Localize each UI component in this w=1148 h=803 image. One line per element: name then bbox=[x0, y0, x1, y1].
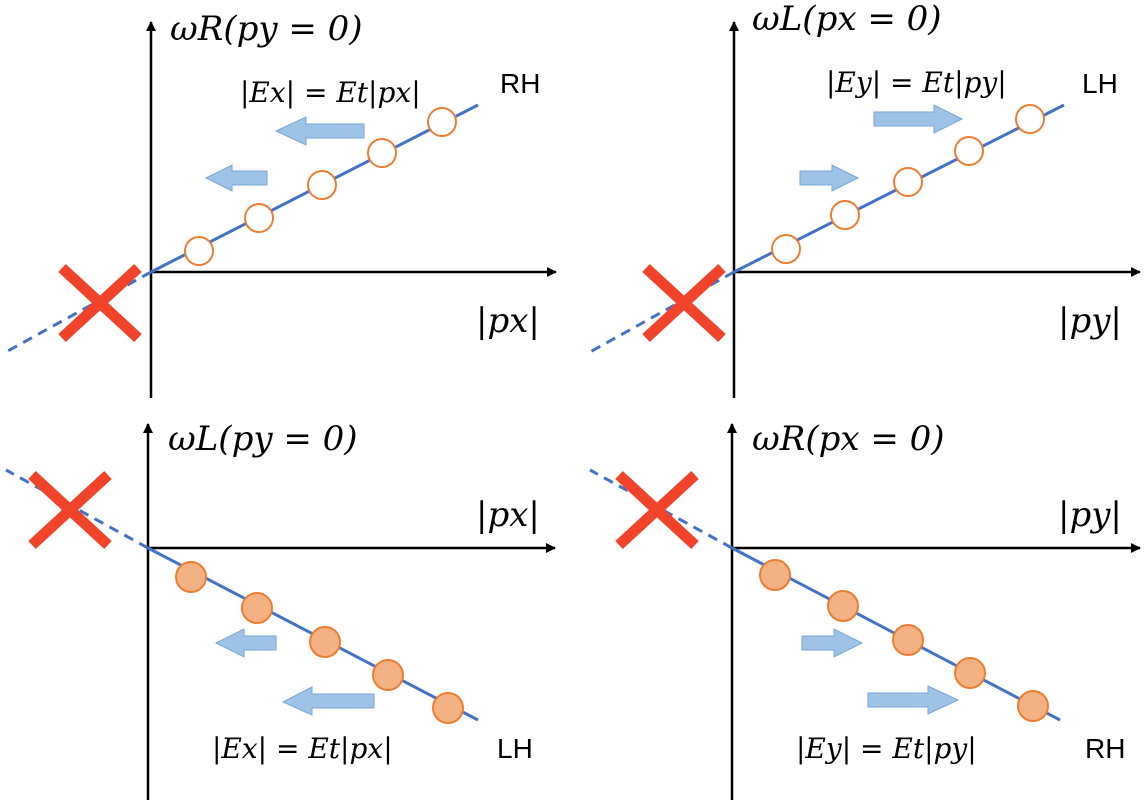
force-arrow-right bbox=[867, 685, 960, 715]
x-axis-label: |px| bbox=[476, 301, 540, 341]
empty-state-circle bbox=[427, 107, 457, 137]
panel-bottom-right: ωR(px = 0) |py| |Ey| = Et|py| RH bbox=[589, 419, 1141, 800]
y-axis-label: ωL(py = 0) bbox=[168, 419, 358, 459]
force-arrow-right bbox=[799, 164, 860, 192]
empty-state-circle bbox=[771, 234, 801, 264]
x-axis-label: |px| bbox=[476, 495, 540, 535]
y-axis-label: ωR(py = 0) bbox=[170, 9, 363, 49]
filled-state-circle bbox=[432, 692, 464, 724]
forbidden-cross bbox=[642, 263, 726, 343]
forbidden-cross bbox=[58, 263, 142, 343]
filled-state-circle bbox=[309, 626, 341, 658]
dispersion-line-dashed bbox=[589, 270, 735, 354]
panel-bottom-left: ωL(py = 0) |px| |Ex| = Et|px| LH bbox=[5, 419, 556, 800]
force-arrow-left bbox=[214, 628, 277, 658]
filled-state-circle bbox=[241, 592, 273, 624]
panel-top-right: ωL(px = 0) |Ey| = Et|py| LH |py| bbox=[589, 0, 1141, 398]
y-axis-label: ωL(px = 0) bbox=[752, 0, 942, 39]
field-label: |Ex| = Et|px| bbox=[240, 76, 421, 109]
empty-state-circle bbox=[367, 138, 397, 168]
forbidden-cross bbox=[615, 470, 699, 550]
handedness-label: LH bbox=[497, 733, 533, 764]
field-label: |Ey| = Et|py| bbox=[826, 66, 1007, 99]
handedness-label: RH bbox=[1085, 733, 1125, 764]
x-axis-label: |py| bbox=[1058, 495, 1122, 535]
handedness-label: RH bbox=[500, 68, 540, 99]
empty-state-circle bbox=[244, 203, 274, 233]
empty-state-circle bbox=[184, 236, 214, 266]
force-arrow-left bbox=[274, 116, 365, 146]
empty-state-circle bbox=[1015, 104, 1045, 134]
empty-state-circle bbox=[893, 167, 923, 197]
filled-state-circle bbox=[892, 624, 924, 656]
empty-state-circle bbox=[954, 136, 984, 166]
force-arrow-left bbox=[204, 164, 268, 192]
handedness-label: LH bbox=[1082, 68, 1118, 99]
force-arrow-right bbox=[801, 628, 864, 658]
filled-state-circle bbox=[954, 657, 986, 689]
y-axis-label: ωR(px = 0) bbox=[752, 419, 945, 459]
force-arrow-right bbox=[873, 104, 964, 134]
forbidden-cross bbox=[28, 470, 112, 550]
panel-top-left: ωR(py = 0) |Ex| = Et|px| RH |px| bbox=[5, 9, 557, 398]
filled-state-circle bbox=[827, 590, 859, 622]
dispersion-line-dashed bbox=[5, 270, 152, 354]
empty-state-circle bbox=[830, 200, 860, 230]
field-label: |Ey| = Et|py| bbox=[796, 732, 977, 765]
filled-state-circle bbox=[175, 561, 207, 593]
filled-state-circle bbox=[759, 559, 791, 591]
field-label: |Ex| = Et|px| bbox=[212, 732, 393, 765]
x-axis-label: |py| bbox=[1058, 301, 1122, 341]
filled-state-circle bbox=[372, 659, 404, 691]
empty-state-circle bbox=[307, 170, 337, 200]
force-arrow-left bbox=[281, 686, 375, 716]
filled-state-circle bbox=[1017, 690, 1049, 722]
